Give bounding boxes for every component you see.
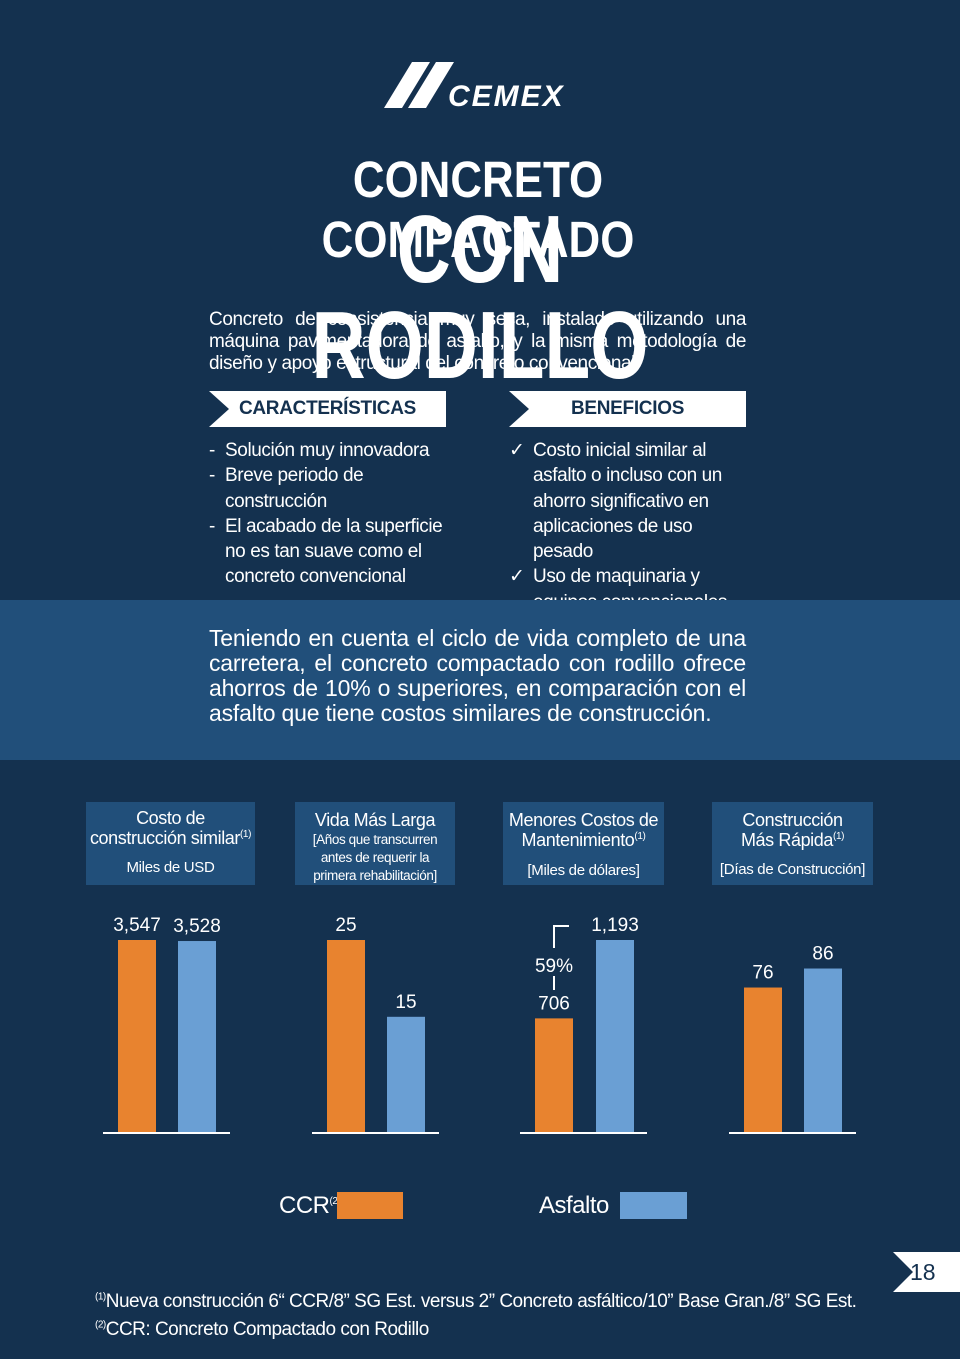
bar-ccr (327, 940, 365, 1132)
beneficios-list: ✓ Costo inicial similar al asfalto o inclu… (509, 438, 754, 615)
check-icon: ✓ (509, 566, 525, 588)
bar-asfalto (387, 1016, 425, 1132)
bar-value-label: 3,547 (113, 915, 161, 936)
chart-header-costo: Costo de construcción similar(1) Miles d… (86, 802, 255, 885)
bar-ccr (744, 987, 782, 1132)
list-item: ✓ Costo inicial similar al asfalto o inclu… (509, 438, 754, 564)
bar-value-label: 76 (752, 963, 773, 984)
logo-text: CEMEX (448, 80, 565, 113)
list-item-line: Solución muy innovadora (225, 440, 430, 461)
legend-ccr-swatch (337, 1192, 403, 1219)
bar-ccr (118, 940, 156, 1132)
dash-bullet-icon: - (209, 515, 215, 537)
list-item-line: Breve periodo de (225, 465, 364, 487)
bar-charts: 3,547 3,528 25 15 706 1,193 59% 76 86 (103, 915, 856, 1134)
page-title-line1: CONCRETO COMPACTADO (321, 151, 635, 268)
chart-header-title: Costo de construcción similar(1) (89, 808, 252, 848)
list-item-line: construcción (225, 490, 327, 512)
section-header-label: BENEFICIOS (570, 398, 685, 419)
list-item: - Solución muy innovadora (209, 438, 469, 463)
list-item-line: aplicaciones de uso pesado (533, 515, 693, 563)
legend-asfalto-swatch (620, 1192, 687, 1219)
page-title-line2: CON RODILLO (311, 196, 649, 399)
list-item-line: Uso de maquinaria y (533, 566, 700, 588)
list-item: - El acabado de la superficie no es tan su… (209, 514, 469, 590)
list-item-line: El acabado de la superficie (225, 515, 443, 537)
dash-bullet-icon: - (209, 440, 215, 461)
legend-asfalto-label: Asfalto (539, 1192, 609, 1219)
chart-header-title: Menores Costos de Mantenimiento(1) (508, 810, 659, 850)
highlight-band (0, 600, 960, 760)
logo-slashes-icon (384, 62, 454, 108)
chart-header-vida: Vida Más Larga [Años que transcurren ant… (295, 802, 455, 885)
bar-asfalto (596, 940, 634, 1132)
bar-ccr (535, 1018, 573, 1132)
legend-ccr-label: CCR(2) (279, 1192, 341, 1219)
chart-header-subtitle: [Días de Construcción] (719, 861, 866, 878)
caracteristicas-list: - Solución muy innovadora - Breve periodo d… (209, 438, 469, 590)
intro-paragraph: Concreto de consistencia muy seca, insta… (209, 309, 746, 374)
chart-header-construccion: Construcción Más Rápida(1) [Días de Cons… (712, 802, 873, 885)
list-item-line: concreto convencional (225, 566, 406, 588)
section-header-caracteristicas: CARACTERÍSTICAS (209, 391, 446, 427)
section-notch-icon (209, 391, 229, 427)
page-number-tab (893, 1252, 960, 1292)
list-item-line: Costo inicial similar al (533, 440, 707, 461)
bar-value-label: 15 (395, 992, 416, 1013)
chart-header-mantenimiento: Menores Costos de Mantenimiento(1) [Mile… (503, 802, 664, 885)
annotation-label: 59% (535, 956, 573, 977)
annotation-bracket (553, 925, 569, 990)
bar-value-label: 1,193 (591, 915, 639, 936)
section-notch-icon (509, 391, 529, 427)
bar-value-label: 86 (812, 944, 833, 965)
list-item-line: no es tan suave como el (225, 541, 422, 563)
section-header-beneficios: BENEFICIOS (509, 391, 746, 427)
cemex-logo: CEMEX (384, 58, 576, 112)
page-number: 18 (910, 1259, 936, 1285)
footnote-2: (2)CCR: Concreto Compactado con Rodillo (95, 1319, 429, 1340)
chart-header-title: Vida Más Larga (314, 810, 436, 830)
footnote-1: (1)Nueva construcción 6“ CCR/8” SG Est. … (95, 1291, 857, 1312)
check-icon: ✓ (509, 440, 525, 461)
highlight-text: Teniendo en cuenta el ciclo de vida comp… (209, 625, 746, 726)
chart-header-subtitle: [Años que transcurren antes de requerir … (312, 832, 438, 883)
bar-value-label: 3,528 (173, 916, 221, 937)
bar-asfalto (178, 941, 216, 1132)
list-item-line: ahorro significativo en (533, 490, 709, 512)
bar-value-label: 706 (538, 993, 570, 1014)
dash-bullet-icon: - (209, 465, 215, 487)
list-item: - Breve periodo de construcción (209, 463, 469, 514)
list-item-line: asfalto o incluso con un (533, 465, 722, 487)
bar-asfalto (804, 968, 842, 1132)
section-header-label: CARACTERÍSTICAS (238, 398, 417, 419)
chart-header-subtitle: Miles de USD (126, 859, 215, 876)
bar-value-label: 25 (335, 915, 356, 936)
chart-header-subtitle: [Miles de dólares] (527, 862, 640, 879)
chart-header-title: Construcción Más Rápida(1) (740, 810, 845, 850)
